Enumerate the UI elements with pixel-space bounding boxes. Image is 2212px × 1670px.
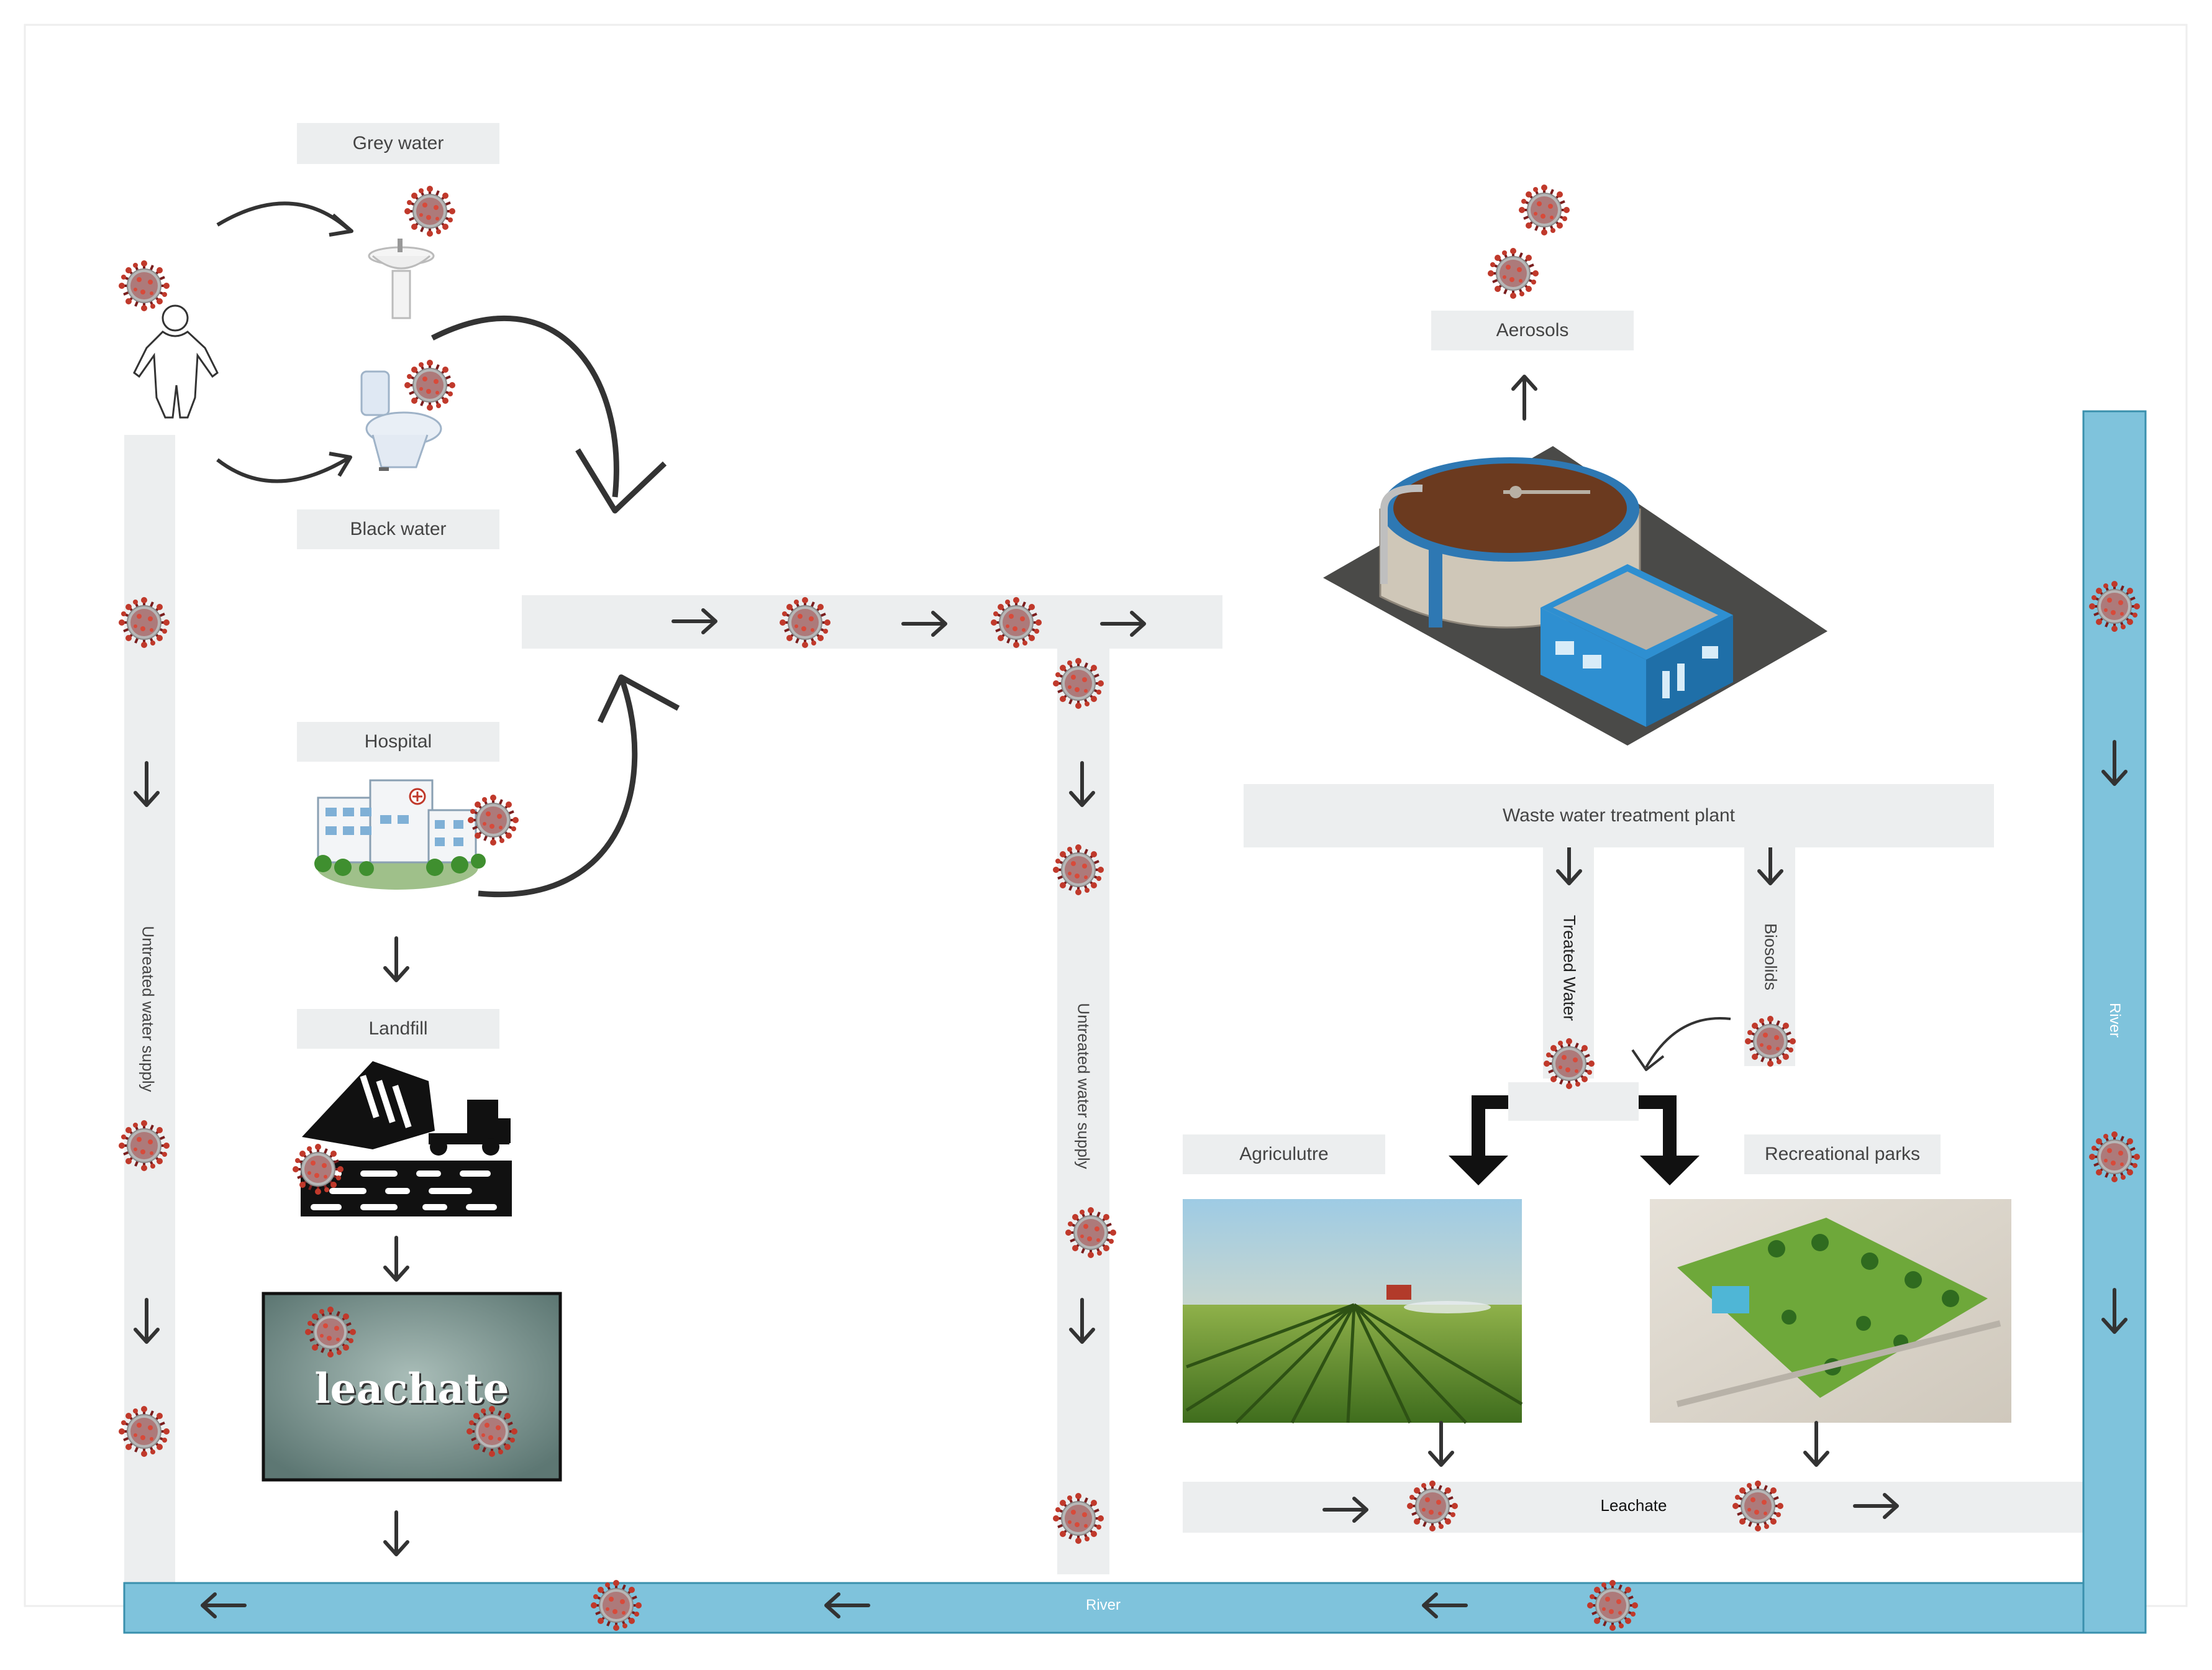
hospital-label: Hospital — [297, 722, 499, 762]
dump-truck-landfill-icon — [301, 1061, 512, 1216]
treated-water-label: Treated Water — [1560, 915, 1579, 1021]
aerosols-arrow — [1513, 376, 1536, 419]
untreated-supply-mid-label: Untreated water supply — [1074, 1003, 1093, 1169]
aerosols-label: Aerosols — [1431, 311, 1634, 350]
leachate-sign-text: leachate — [314, 1364, 509, 1413]
agriculture-to-leachate-arrow — [1430, 1423, 1452, 1465]
distribution-box — [1508, 1082, 1639, 1121]
coronavirus-icon — [1518, 183, 1571, 237]
coronavirus-icon — [117, 259, 171, 313]
untreated-supply-left-label: Untreated water supply — [139, 926, 158, 1092]
to-grey-water-arrow — [216, 201, 349, 230]
sink-icon — [368, 239, 435, 319]
grey-water-label: Grey water — [297, 123, 499, 164]
leachate-bar-label: Leachate — [1600, 1496, 1667, 1515]
agriculture-photo — [1183, 1199, 1523, 1424]
landfill-to-leachate-arrow — [385, 1238, 407, 1280]
coronavirus-icon — [403, 185, 457, 238]
agriculture-label: Agriculutre — [1183, 1134, 1385, 1174]
river-right-label: River — [2106, 1002, 2123, 1038]
parks-to-leachate-arrow — [1805, 1423, 1827, 1465]
recreational-park-photo — [1650, 1199, 2011, 1423]
to-parks-arrow — [1639, 1095, 1677, 1168]
coronavirus-icon — [403, 358, 457, 412]
black-water-label: Black water — [297, 509, 499, 549]
treatment-plant-icon — [1323, 446, 1827, 746]
toilet-icon — [360, 370, 442, 471]
leachate-bar — [1183, 1482, 2083, 1533]
hospital-to-landfill-arrow — [385, 938, 407, 980]
biosolids-label: Biosolids — [1761, 923, 1780, 991]
wwtp-label: Waste water treatment plant — [1244, 784, 1994, 847]
to-agriculture-arrow — [1472, 1095, 1508, 1168]
hospital-building-icon — [314, 779, 486, 890]
hospital-to-sewer-arrow — [478, 676, 638, 898]
recreational-parks-label: Recreational parks — [1744, 1134, 1941, 1174]
biosolids-to-distribution-arrow — [1645, 1017, 1731, 1068]
leachate-to-river-arrow — [385, 1512, 407, 1554]
landfill-label: Landfill — [297, 1009, 499, 1049]
river-bottom-label: River — [1086, 1597, 1121, 1613]
to-sewer-arrow-top — [430, 315, 619, 498]
coronavirus-icon — [1486, 247, 1540, 300]
person-icon — [133, 304, 219, 419]
to-black-water-arrow — [216, 457, 349, 483]
